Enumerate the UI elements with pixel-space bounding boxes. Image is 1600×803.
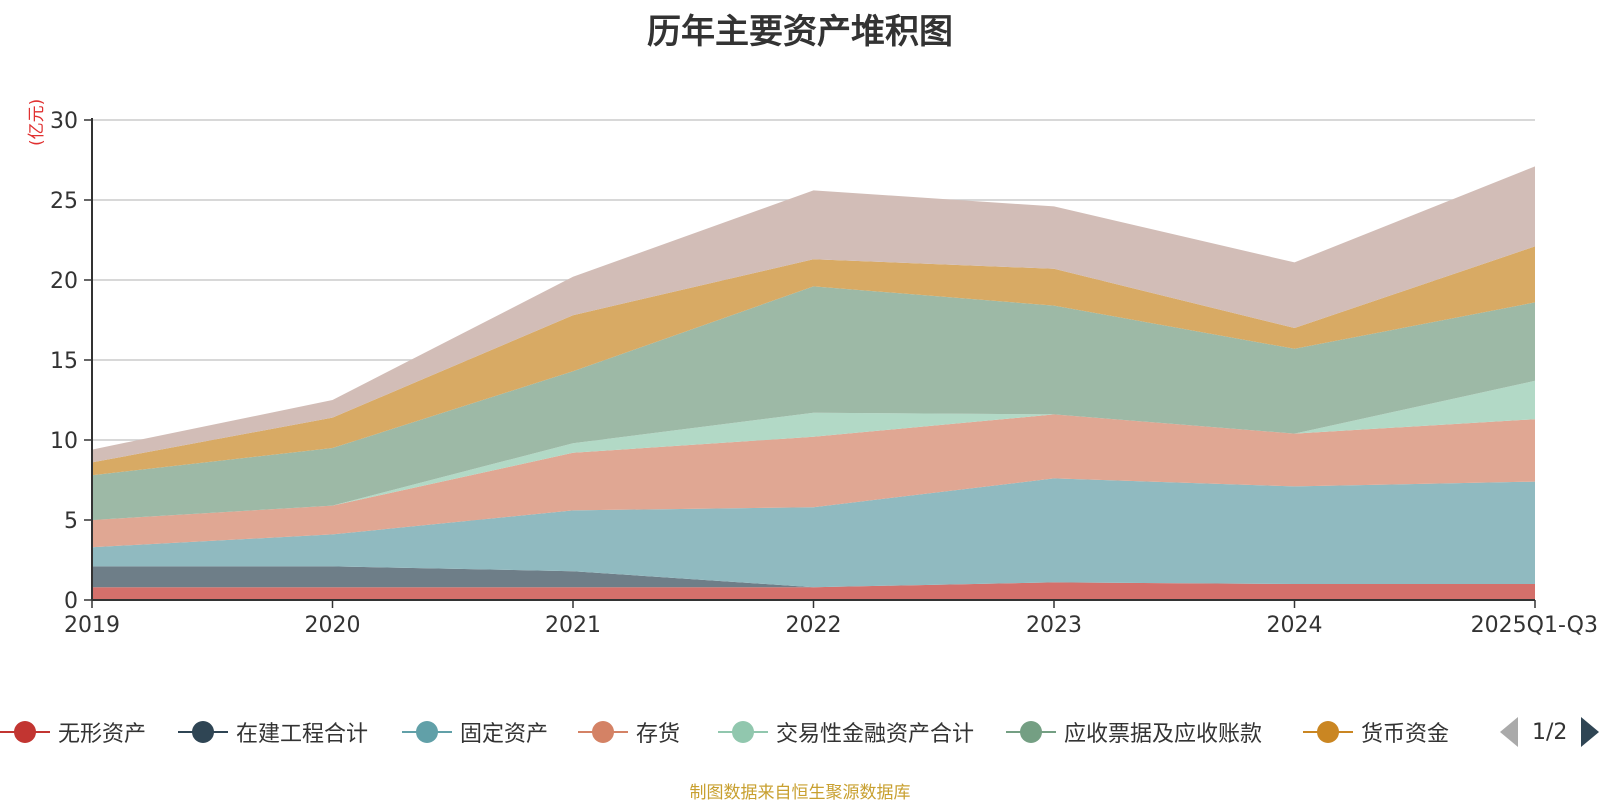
area-series-7[interactable] [92, 166, 1535, 463]
x-tick-label: 2020 [305, 613, 361, 638]
legend: 无形资产 在建工程合计 固定资产 存货 交易性金融资产合计 应收票据及应收账款 货币资金 [0, 712, 1600, 752]
legend-label: 无形资产 [58, 722, 147, 747]
legend-prev-page-icon[interactable] [1500, 717, 1518, 747]
legend-item-4[interactable]: 交易性金融资产合计 [718, 712, 974, 752]
x-tick-label: 2019 [64, 613, 120, 638]
area-series-2[interactable] [92, 478, 1535, 588]
legend-marker-icon [178, 712, 228, 752]
area-series-5[interactable] [92, 286, 1535, 520]
legend-label: 存货 [636, 722, 681, 747]
area-series-0[interactable] [92, 582, 1535, 600]
y-tick-label: 5 [64, 509, 78, 534]
area-series-1[interactable] [92, 566, 1535, 588]
legend-marker-icon [1303, 712, 1353, 752]
legend-item-2[interactable]: 固定资产 [402, 712, 548, 752]
legend-marker-icon [718, 712, 768, 752]
y-tick-label: 0 [64, 589, 78, 614]
area-series-3[interactable] [92, 414, 1535, 548]
y-tick-label: 25 [50, 189, 78, 214]
x-tick-label: 2021 [545, 613, 601, 638]
legend-marker-icon [0, 712, 50, 752]
legend-pager: 1/2 [1500, 712, 1600, 752]
source-note: 制图数据来自恒生聚源数据库 [689, 783, 911, 803]
legend-label: 货币资金 [1361, 722, 1450, 747]
legend-item-0[interactable]: 无形资产 [0, 712, 146, 752]
area-series [92, 166, 1535, 600]
chart-title: 历年主要资产堆积图 [647, 12, 953, 52]
legend-label: 交易性金融资产合计 [776, 722, 975, 747]
legend-next-page-icon[interactable] [1581, 717, 1600, 747]
x-tick-label: 2025Q1-Q3 [1471, 613, 1598, 638]
x-tick-label: 2024 [1267, 613, 1323, 638]
y-tick-label: 15 [50, 349, 78, 374]
legend-item-3[interactable]: 存货 [578, 712, 680, 752]
y-tick-label: 20 [50, 269, 78, 294]
legend-item-6[interactable]: 货币资金 [1303, 712, 1449, 752]
x-tick-label: 2022 [786, 613, 842, 638]
area-series-6[interactable] [92, 246, 1535, 476]
y-tick-label: 30 [50, 109, 78, 134]
legend-page-indicator: 1/2 [1532, 719, 1568, 745]
legend-item-1[interactable]: 在建工程合计 [178, 712, 368, 752]
axes: 0 5 10 15 20 25 30 2019 2020 2021 2022 2023 2024 2025… [50, 109, 1598, 638]
legend-label: 应收票据及应收账款 [1064, 722, 1263, 747]
legend-marker-icon [1006, 712, 1056, 752]
stacked-area-chart: 0 5 10 15 20 25 30 2019 2020 2021 2022 2023 2024 2025… [50, 109, 1598, 638]
legend-label: 固定资产 [460, 722, 549, 747]
legend-item-5[interactable]: 应收票据及应收账款 [1006, 712, 1262, 752]
legend-label: 在建工程合计 [236, 722, 369, 747]
legend-marker-icon [402, 712, 452, 752]
legend-marker-icon [578, 712, 628, 752]
y-tick-label: 10 [50, 429, 78, 454]
x-tick-label: 2023 [1026, 613, 1082, 638]
